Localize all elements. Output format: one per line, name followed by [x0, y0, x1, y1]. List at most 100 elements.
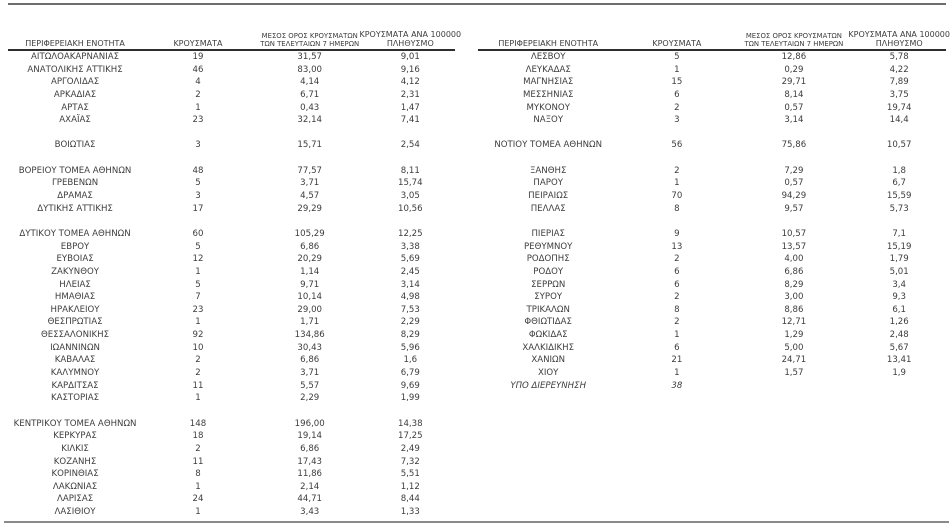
per-100000-cell: 15,74	[397, 178, 423, 189]
table-row: ΒΟΙΩΤΙΑΣ 3 15,71 2,54	[8, 139, 455, 152]
avg-7day-cell: 0,43	[300, 102, 320, 113]
per-100000-cell: 15,19	[886, 241, 912, 252]
region-name-cell: ΠΑΡΟΥ	[533, 178, 563, 189]
cases-cell: 2	[195, 89, 201, 100]
avg-7day-cell: 1,14	[300, 266, 320, 277]
spacer-row	[478, 127, 946, 140]
cases-cell: 56	[671, 140, 683, 151]
header-line: ΚΡΟΥΣΜΑΤΑ ΑΝΑ 100000	[359, 30, 462, 39]
avg-7day-cell: 15,71	[297, 140, 323, 151]
avg-7day-cell	[735, 380, 852, 393]
avg-7day-cell: 8,14	[784, 89, 804, 100]
region-name-cell: ΛΑΡΙΣΑΣ	[56, 494, 94, 505]
region-name-cell: ΧΑΝΙΩΝ	[531, 355, 566, 366]
left-column-header-avg-7day: ΜΕΣΟΣ ΟΡΟΣ ΚΡΟΥΣΜΑΤΩΝ ΤΩΝ ΤΕΛΕΥΤΑΙΩΝ 7 ΗΜ…	[254, 5, 366, 49]
table-row: ΝΑΞΟΥ 3 3,14 14,4	[478, 114, 946, 127]
region-name-cell: ΕΥΒΟΙΑΣ	[56, 254, 94, 265]
table-row: ΡΕΘΥΜΝΟΥ 13 13,57 15,19	[478, 241, 946, 254]
cases-cell: 4	[195, 77, 201, 88]
header-line: ΚΡΟΥΣΜΑΤΑ ΑΝΑ 100000	[848, 30, 950, 39]
table-row: ΗΛΕΙΑΣ 5 9,71 3,14	[8, 279, 455, 292]
per-100000-cell: 1,99	[400, 393, 420, 404]
cases-cell: 10	[192, 342, 204, 353]
avg-7day-cell: 196,00	[294, 418, 325, 429]
per-100000-cell: 3,4	[892, 279, 907, 290]
spacer-row	[8, 127, 455, 140]
table-row: ΓΡΕΒΕΝΩΝ 5 3,71 15,74	[8, 177, 455, 190]
region-name-cell: ΡΕΘΥΜΝΟΥ	[523, 241, 573, 252]
avg-7day-cell: 94,29	[781, 191, 807, 202]
region-name-cell: ΜΥΚΟΝΟΥ	[526, 102, 570, 113]
header-line: ΤΩΝ ΤΕΛΕΥΤΑΙΩΝ 7 ΗΜΕΡΩΝ	[260, 40, 360, 48]
avg-7day-cell: 3,00	[784, 292, 804, 303]
region-name-cell: ΗΡΑΚΛΕΙΟΥ	[50, 304, 100, 315]
region-name-cell: ΚΟΖΑΝΗΣ	[53, 456, 97, 467]
avg-7day-cell: 6,71	[300, 89, 320, 100]
per-100000-cell: 2,48	[889, 330, 909, 341]
region-name-cell: ΚΕΡΚΥΡΑΣ	[53, 431, 97, 442]
per-100000-cell: 9,01	[400, 52, 420, 62]
avg-7day-cell: 6,86	[300, 443, 320, 454]
tables-container: ΠΕΡΙΦΕΡΕΙΑΚΗ ΕΝΟΤΗΤΑ ΚΡΟΥΣΜΑΤΑ ΜΕΣΟΣ ΟΡΟΣ …	[8, 5, 950, 519]
cases-cell: 1	[195, 507, 201, 518]
region-name-cell: ΘΕΣΣΑΛΟΝΙΚΗΣ	[41, 330, 110, 341]
cases-cell: 1	[195, 393, 201, 404]
per-100000-cell: 4,98	[400, 292, 420, 303]
avg-7day-cell: 4,14	[300, 77, 320, 88]
table-row: ΜΕΣΣΗΝΙΑΣ 6 8,14 3,75	[478, 89, 946, 102]
per-100000-cell: 5,73	[889, 203, 909, 214]
table-row: ΧΙΟΥ 1 1,57 1,9	[478, 367, 946, 380]
cases-cell: 11	[192, 456, 204, 467]
cases-cell: 92	[192, 330, 204, 341]
header-line: ΠΕΡΙΦΕΡΕΙΑΚΗ ΕΝΟΤΗΤΑ	[498, 39, 599, 48]
avg-7day-cell: 32,14	[297, 115, 323, 126]
cases-cell: 12	[192, 254, 204, 265]
table-row: ΛΕΣΒΟΥ 5 12,86 5,78	[478, 51, 946, 64]
table-row: ΠΕΙΡΑΙΩΣ 70 94,29 15,59	[478, 190, 946, 203]
cases-cell: 46	[192, 64, 204, 75]
left-table-header: ΠΕΡΙΦΕΡΕΙΑΚΗ ΕΝΟΤΗΤΑ ΚΡΟΥΣΜΑΤΑ ΜΕΣΟΣ ΟΡΟΣ …	[8, 5, 461, 51]
avg-7day-cell: 5,57	[300, 380, 320, 391]
cases-cell: 8	[674, 203, 680, 214]
region-name-cell: ΚΑΛΥΜΝΟΥ	[50, 368, 100, 379]
table-row: ΛΑΣΙΘΙΟΥ 1 3,43 1,33	[8, 506, 455, 519]
avg-7day-cell: 5,00	[784, 342, 804, 353]
table-row: ΜΑΓΝΗΣΙΑΣ 15 29,71 7,89	[478, 76, 946, 89]
avg-7day-cell: 10,57	[781, 228, 807, 239]
cases-cell: 23	[192, 115, 204, 126]
table-row: ΡΟΔΟΥ 6 6,86 5,01	[478, 266, 946, 279]
region-name-cell: ΠΕΙΡΑΙΩΣ	[528, 191, 569, 202]
cases-cell: 1	[674, 64, 680, 75]
region-name-cell: ΚΑΡΔΙΤΣΑΣ	[51, 380, 99, 391]
region-name-cell: ΡΟΔΟΥ	[533, 266, 564, 277]
region-name-cell: ΚΕΝΤΡΙΚΟΥ ΤΟΜΕΑ ΑΘΗΝΩΝ	[13, 418, 137, 429]
cases-cell: 1	[674, 368, 680, 379]
table-row: ΚΑΒΑΛΑΣ 2 6,86 1,6	[8, 354, 455, 367]
region-name-cell: ΣΥΡΟΥ	[534, 292, 563, 303]
avg-7day-cell: 0,57	[784, 178, 804, 189]
table-row: ΑΙΤΩΛΟΑΚΑΡΝΑΝΙΑΣ 19 31,57 9,01	[8, 51, 455, 64]
region-name-cell: ΑΝΑΤΟΛΙΚΗΣ ΑΤΤΙΚΗΣ	[27, 64, 123, 75]
per-100000-cell: 1,9	[892, 368, 907, 379]
region-name-cell: ΛΑΣΙΘΙΟΥ	[54, 507, 96, 518]
avg-7day-cell: 24,71	[781, 355, 807, 366]
cases-cell: 6	[674, 266, 680, 277]
avg-7day-cell: 75,86	[781, 140, 807, 151]
table-row: ΗΜΑΘΙΑΣ 7 10,14 4,98	[8, 291, 455, 304]
avg-7day-cell: 3,71	[300, 368, 320, 379]
per-100000-cell: 5,96	[400, 342, 420, 353]
avg-7day-cell: 0,57	[784, 102, 804, 113]
avg-7day-cell: 2,29	[300, 393, 320, 404]
table-row: ΙΩΑΝΝΙΝΩΝ 10 30,43 5,96	[8, 342, 455, 355]
per-100000-cell: 9,16	[400, 64, 420, 75]
per-100000-cell: 7,41	[400, 115, 420, 126]
cases-cell: 2	[674, 292, 680, 303]
per-100000-cell: 2,31	[400, 89, 420, 100]
region-name-cell: ΗΜΑΘΙΑΣ	[54, 292, 96, 303]
avg-7day-cell: 19,14	[297, 431, 323, 442]
cases-cell: 18	[192, 431, 204, 442]
bottom-divider	[4, 521, 949, 523]
table-row: ΑΡΤΑΣ 1 0,43 1,47	[8, 102, 455, 115]
header-line: ΜΕΣΟΣ ΟΡΟΣ ΚΡΟΥΣΜΑΤΩΝ	[745, 32, 842, 40]
cases-cell: 148	[189, 418, 207, 429]
